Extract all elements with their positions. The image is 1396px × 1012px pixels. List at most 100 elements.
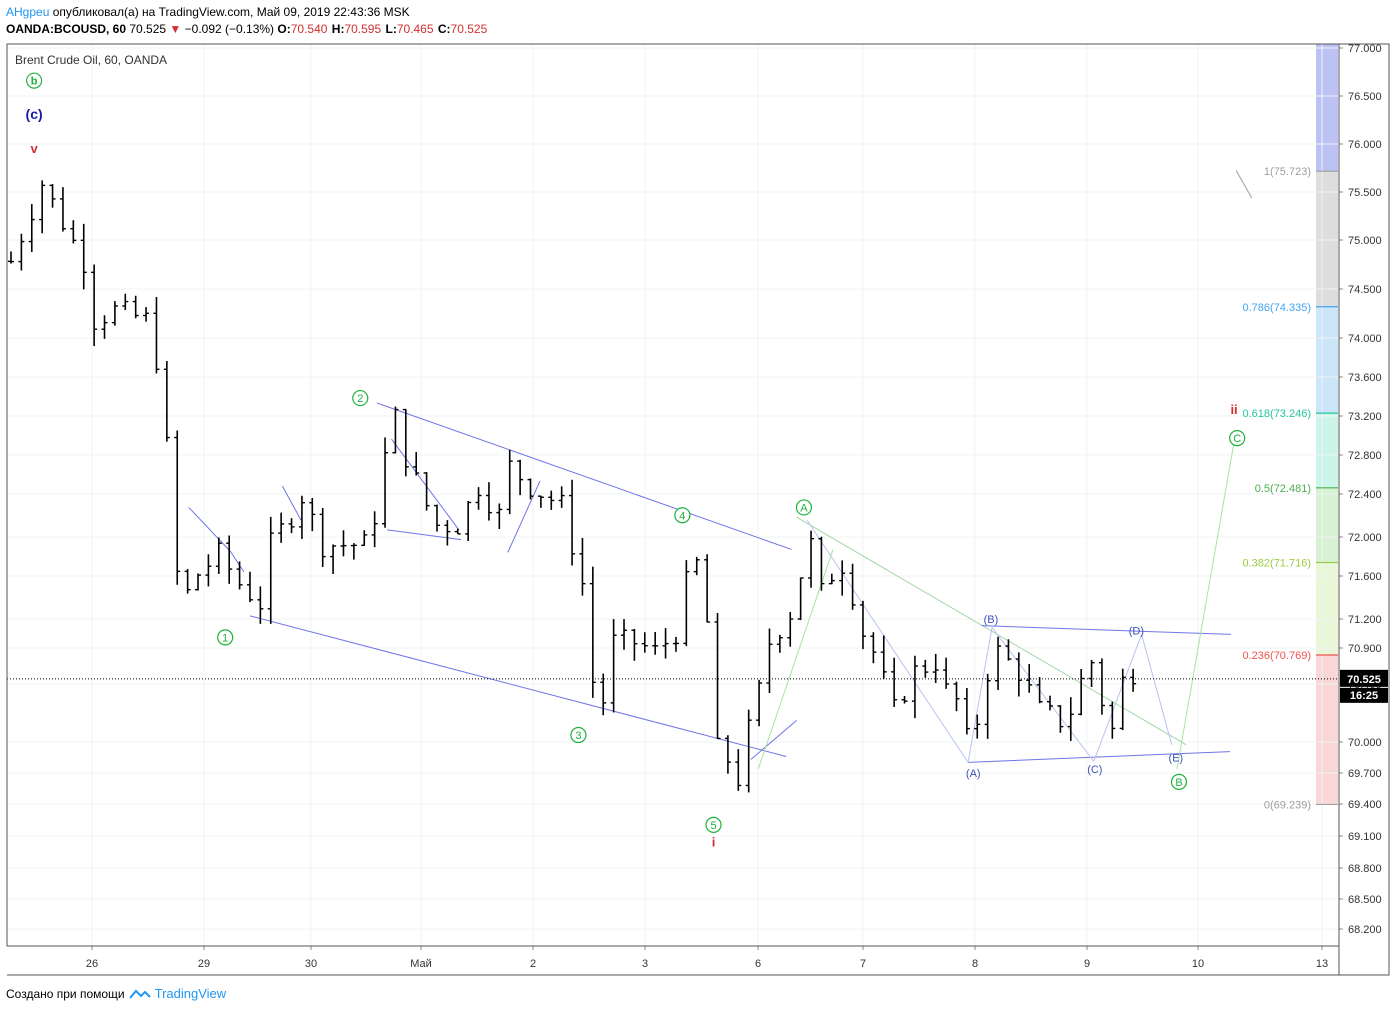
y-tick-label: 76.500	[1348, 91, 1382, 103]
wave-c-projection	[1176, 441, 1235, 770]
wave-a-rise-line	[757, 549, 834, 770]
y-tick-label: 72.000	[1348, 532, 1382, 544]
author-link[interactable]: AHgpeu	[6, 5, 50, 19]
fib-bands	[1316, 44, 1338, 805]
y-tick-label: 71.200	[1348, 614, 1382, 626]
fib-band	[1316, 44, 1338, 172]
wave-trendlines	[188, 170, 1253, 770]
down-arrow-icon: ▼	[169, 22, 182, 36]
wave-label: (C)	[1087, 764, 1102, 776]
published-text: опубликовал(а) на TradingView.com, Май 0…	[52, 5, 410, 19]
wave-label: v	[30, 141, 38, 156]
subwave-line	[750, 719, 797, 760]
tradingview-link[interactable]: TradingView	[154, 986, 227, 1001]
open-value: 70.540	[290, 22, 328, 36]
tradingview-logo-icon	[128, 989, 151, 999]
symbol-info: OANDA:BCOUSD, 60 70.525 ▼ −0.092 (−0.13%…	[6, 22, 488, 36]
wave-label-circle	[352, 389, 369, 407]
x-tick-label: 6	[755, 958, 761, 970]
wave-labels: b (c) v 1 2 3 4 5 i A (A) (B) (C) (D) (E) B Cii	[26, 72, 1246, 849]
x-tick-label: 7	[860, 958, 866, 970]
wave-label: (A)	[966, 768, 981, 780]
countdown-tag-label: 16:25	[1350, 690, 1378, 702]
wave-label-circle	[26, 72, 43, 89]
wave-label: (B)	[984, 614, 999, 626]
wave-label: (D)	[1129, 626, 1144, 638]
wave-label-circle	[570, 726, 587, 744]
triangle-line	[387, 529, 462, 541]
x-tick-label: Май	[410, 958, 432, 970]
low-label: L:	[385, 22, 397, 36]
y-tick-label: 72.400	[1348, 489, 1382, 501]
x-tick-label: 30	[305, 958, 317, 970]
y-tick-label: 75.000	[1348, 235, 1382, 247]
wave-label: 4	[679, 510, 685, 522]
y-tick-label: 70.000	[1348, 737, 1382, 749]
channel-lower-line	[249, 615, 787, 757]
close-value: 70.525	[450, 22, 488, 36]
triangle-upper-line	[981, 625, 1231, 635]
wave-label: i	[712, 834, 716, 849]
fib-level-label: 1(75.723)	[1264, 166, 1311, 178]
fib-level-label: 0.786(74.335)	[1243, 302, 1312, 314]
x-tick-label: 29	[198, 958, 210, 970]
high-value: 70.595	[344, 22, 382, 36]
x-tick-label: 9	[1084, 958, 1090, 970]
wave-abcde-line	[1093, 634, 1143, 762]
wave-label: 5	[710, 820, 716, 832]
price-axis-frame	[1338, 43, 1390, 976]
fib-band	[1316, 306, 1338, 414]
wave-label-circle	[217, 629, 234, 646]
y-tick-label: 75.500	[1348, 187, 1382, 199]
y-tick-label: 69.400	[1348, 799, 1382, 811]
wave-label: b	[31, 76, 38, 88]
subwave-line	[507, 480, 541, 553]
y-tick-label: 72.800	[1348, 450, 1382, 462]
y-tick-label: 77.000	[1348, 43, 1382, 55]
created-with-text: Создано при помощи	[6, 986, 125, 1001]
fib-band	[1316, 487, 1338, 563]
wave-label: B	[1175, 777, 1182, 789]
x-tick-label: 3	[642, 958, 648, 970]
wave-label-circle	[795, 499, 813, 516]
chart-title: Brent Crude Oil, 60, OANDA	[15, 53, 167, 67]
fib-lines: 1(75.723) 0.786(74.335) 0.618(73.246) 0.5(7…	[7, 166, 1339, 811]
fib-band	[1316, 655, 1338, 805]
high-label: H:	[331, 22, 345, 36]
plot-frame	[6, 43, 1340, 947]
y-tick-label: 68.800	[1348, 863, 1382, 875]
wave-label-circle	[1229, 430, 1246, 447]
x-tick-label: 26	[86, 958, 98, 970]
wave-label: A	[800, 502, 808, 514]
triangle-line	[391, 438, 460, 531]
subwave-line	[281, 485, 302, 521]
wave-label: (c)	[26, 106, 43, 122]
fib-level-label: 0.236(70.769)	[1243, 650, 1312, 662]
y-tick-label: 74.500	[1348, 284, 1382, 296]
fib-band	[1316, 413, 1338, 488]
chart-axes: 77.000 76.500 76.000 75.500 75.000 74.500 74.0…	[6, 43, 1390, 976]
wave-label-circle	[674, 507, 691, 524]
wave-label: (E)	[1169, 752, 1184, 764]
wave-label: 2	[357, 393, 363, 405]
close-label: C:	[437, 22, 451, 36]
wave-abcde-line	[1141, 634, 1173, 745]
y-tick-label: 76.000	[1348, 139, 1382, 151]
footer: Создано при помощи TradingView	[6, 986, 226, 1001]
fib-level-label: 0.382(71.716)	[1243, 558, 1312, 570]
last-price-tag	[1340, 669, 1388, 687]
triangle-lower-line	[968, 751, 1230, 763]
wave-label-circle	[705, 816, 722, 833]
channel-upper-line	[376, 402, 792, 550]
y-tick-label: 74.000	[1348, 333, 1382, 345]
wave-label: ii	[1230, 402, 1237, 417]
y-tick-label: 71.600	[1348, 571, 1382, 583]
x-tick-label: 10	[1192, 958, 1204, 970]
wave-label: 3	[575, 730, 581, 742]
open-label: O:	[277, 22, 291, 36]
fib-level-label: 0.618(73.246)	[1243, 408, 1312, 420]
last-price-tag-label: 70.525	[1347, 674, 1381, 686]
wave-abcde-line	[967, 627, 993, 763]
y-tick-label: 69.100	[1348, 831, 1382, 843]
